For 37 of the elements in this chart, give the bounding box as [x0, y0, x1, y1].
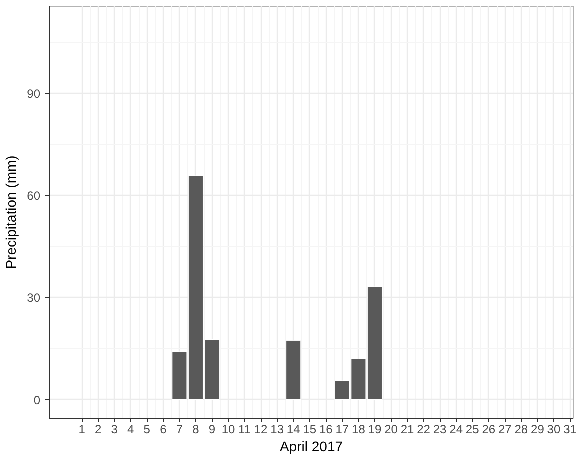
y-tick-label: 60	[27, 188, 41, 203]
x-tick-label: 25	[466, 422, 480, 436]
x-tick-label: 27	[498, 422, 512, 436]
x-tick-label: 4	[128, 422, 135, 436]
x-tick-label: 29	[531, 422, 545, 436]
x-tick-label: 5	[144, 422, 151, 436]
x-axis-title: April 2017	[280, 438, 344, 454]
y-tick-label: 90	[27, 86, 41, 101]
x-tick-label: 30	[547, 422, 561, 436]
y-axis-title: Precipitation (mm)	[3, 156, 20, 270]
x-tick-label: 17	[336, 422, 350, 436]
x-tick-label: 7	[176, 422, 184, 436]
y-tick-label: 30	[27, 291, 41, 306]
x-tick-label: 21	[400, 422, 415, 436]
y-tick-label: 0	[34, 393, 41, 408]
x-tick-label: 26	[482, 422, 496, 436]
x-tick-label: 19	[368, 422, 382, 436]
x-tick-label: 20	[384, 422, 398, 436]
x-tick-label: 14	[286, 422, 301, 436]
x-tick-label: 8	[192, 422, 200, 436]
x-tick-label: 16	[319, 422, 334, 436]
x-tick-label: 6	[160, 422, 168, 436]
x-tick-label: 2	[94, 422, 102, 436]
x-tick-label: 31	[564, 422, 578, 436]
x-tick-label: 10	[222, 422, 236, 436]
x-tick-label: 13	[270, 422, 284, 436]
x-tick-label: 12	[254, 422, 268, 436]
x-tick-label: 11	[238, 422, 252, 436]
x-tick-label: 22	[417, 422, 431, 436]
x-tick-label: 3	[111, 422, 118, 436]
x-tick-label: 15	[303, 422, 317, 436]
x-tick-label: 24	[450, 422, 464, 436]
x-tick-label: 28	[514, 422, 528, 436]
x-tick-label: 1	[78, 422, 86, 436]
x-tick-label: 9	[208, 422, 216, 436]
x-tick-label: 23	[433, 422, 448, 436]
x-tick-label: 18	[352, 422, 366, 436]
